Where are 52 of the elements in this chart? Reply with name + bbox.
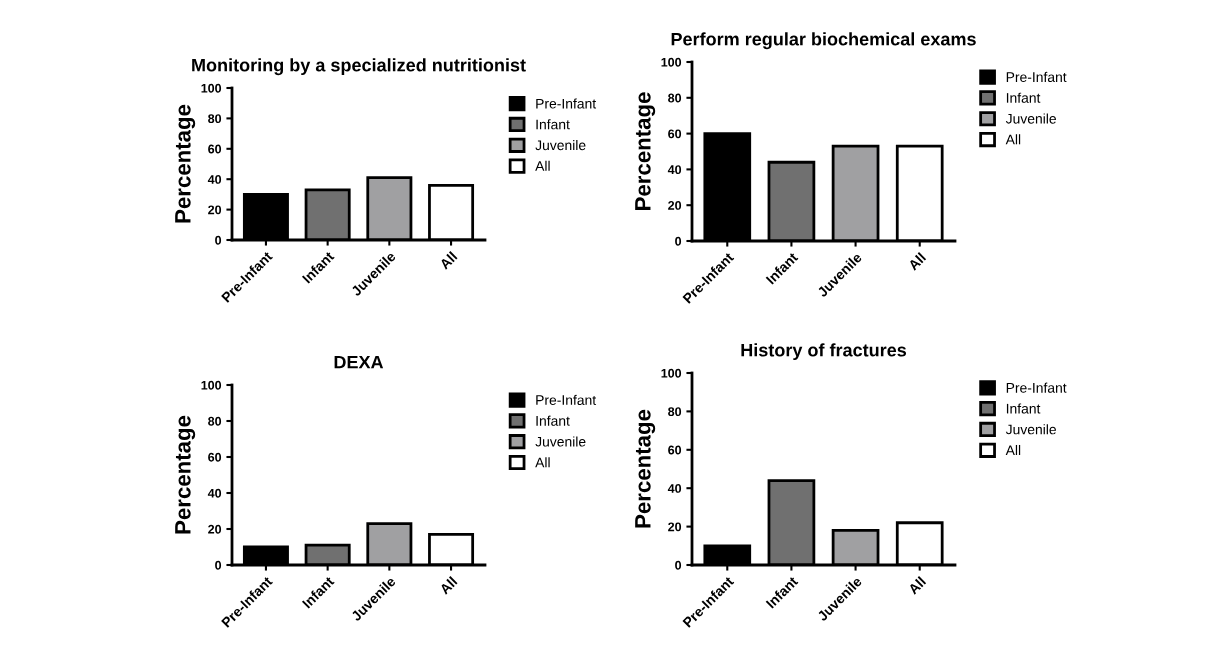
legend-label: All	[535, 457, 550, 468]
legend-label: Pre-Infant	[1006, 71, 1067, 83]
y-tick-label: 80	[668, 407, 682, 417]
y-axis-title: Percentage	[635, 409, 656, 528]
legend-label: Infant	[1006, 403, 1041, 414]
y-tick-label: 100	[201, 380, 222, 390]
y-tick-label: 80	[208, 416, 222, 426]
legend-label: Juvenile	[1005, 424, 1056, 435]
legend-label: Juvenile	[1005, 113, 1056, 124]
y-tick-label: 20	[668, 201, 682, 210]
y-tick-label: 60	[208, 144, 222, 154]
x-tick-label: All	[438, 251, 458, 270]
chart-title: Perform regular biochemical exams	[671, 32, 976, 50]
y-tick-label: 0	[675, 560, 682, 570]
x-tick-label: All	[907, 252, 927, 271]
legend-label: Juvenile	[535, 436, 586, 447]
legend-label: All	[535, 160, 550, 171]
y-tick-label: 100	[201, 83, 222, 93]
y-tick-label: 80	[668, 93, 682, 103]
legend-label: Infant	[536, 415, 570, 426]
y-tick-label: 60	[668, 445, 682, 455]
y-tick-label: 0	[215, 235, 222, 245]
x-tick-label: All	[907, 576, 927, 595]
legend-label: Pre-Infant	[536, 394, 597, 406]
chart-title: DEXA	[334, 355, 384, 369]
legend-label: All	[1005, 444, 1021, 456]
y-tick-label: 100	[661, 57, 682, 67]
y-tick-label: 60	[668, 129, 682, 139]
y-tick-label: 0	[215, 560, 222, 570]
legend-label: Infant	[536, 119, 570, 130]
y-tick-label: 20	[208, 205, 222, 215]
legend-label: Pre-Infant	[1006, 382, 1067, 393]
y-tick-label: 20	[668, 522, 682, 532]
y-tick-label: 20	[208, 524, 222, 534]
chart-title: History of fractures	[741, 343, 907, 361]
y-tick-label: 60	[208, 452, 222, 462]
y-tick-label: 40	[667, 165, 682, 175]
y-axis-title: Percentage	[635, 92, 656, 210]
x-tick-label: All	[438, 576, 458, 595]
legend-label: Pre-Infant	[536, 98, 597, 109]
y-tick-label: 40	[667, 484, 682, 493]
y-tick-label: 100	[661, 368, 682, 378]
y-tick-label: 40	[207, 488, 222, 498]
y-tick-label: 0	[675, 236, 682, 246]
y-axis-title: Percentage	[175, 415, 196, 534]
chart-title: Monitoring by a specialized nutritionist	[192, 58, 526, 76]
y-axis-title: Percentage	[175, 104, 196, 223]
y-tick-label: 40	[207, 175, 222, 184]
legend-label: Juvenile	[535, 139, 586, 151]
y-tick-label: 80	[208, 114, 222, 124]
legend-label: Infant	[1006, 92, 1041, 103]
legend-label: All	[1005, 134, 1021, 145]
